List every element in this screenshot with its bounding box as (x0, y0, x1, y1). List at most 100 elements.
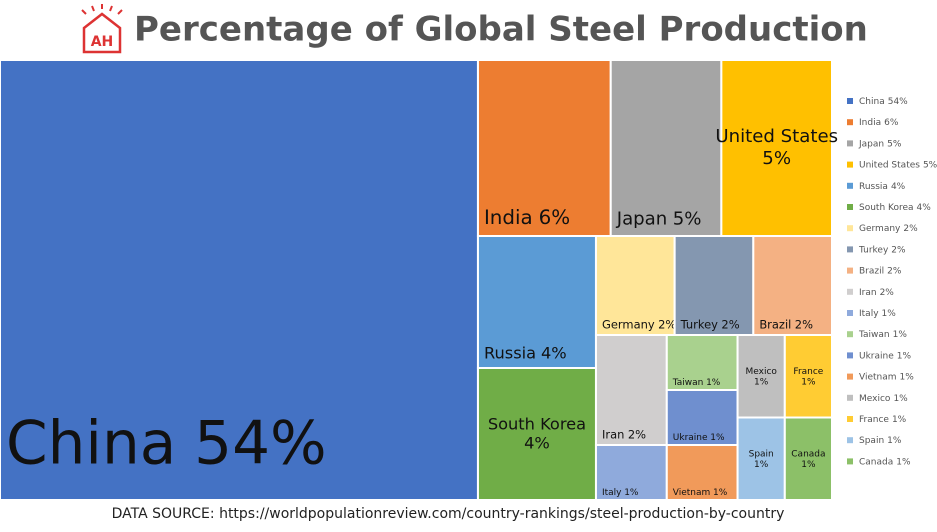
tile-name: France (793, 366, 823, 376)
tile-label: Taiwan 1% (672, 377, 721, 387)
legend-name: United States (859, 160, 920, 170)
legend-swatch (847, 310, 853, 316)
tile (594, 444, 668, 501)
legend-label: Germany 2% (859, 224, 918, 234)
legend-label: Taiwan 1% (858, 330, 907, 340)
tile-name: Spain (749, 449, 774, 459)
legend-label: Brazil 2% (859, 266, 902, 276)
legend-swatch (847, 225, 853, 232)
legend-value: 1% (892, 415, 907, 425)
legend-name: Vietnam (859, 372, 897, 382)
legend-value: 1% (900, 372, 915, 382)
tile-value: 1% (754, 460, 769, 470)
tile-value: 1% (713, 487, 728, 497)
tile-name: Mexico (745, 366, 777, 376)
tile-label: Iran 2% (602, 427, 646, 441)
legend-swatch (847, 182, 853, 189)
tile (0, 59, 479, 501)
legend-value: 2% (887, 266, 902, 276)
tile-name: Germany (602, 317, 655, 331)
legend-name: Mexico (859, 393, 891, 403)
tile-value: 5% (762, 148, 791, 169)
tile-label: France 1% (793, 366, 823, 387)
legend-swatch (847, 267, 853, 274)
legend-label: France 1% (859, 415, 907, 425)
tile-label: Spain 1% (749, 449, 774, 470)
tile-name: United States (715, 126, 838, 147)
legend-value: 1% (893, 330, 908, 340)
legend-swatch (847, 331, 853, 338)
legend-value: 1% (882, 309, 897, 319)
legend-swatch (847, 416, 853, 422)
legend-swatch (847, 437, 853, 444)
tile-value: 1% (624, 487, 639, 497)
logo: AH (81, 4, 123, 54)
tile-name: India (484, 206, 533, 229)
legend-value: 1% (893, 393, 908, 403)
legend-name: Iran (859, 287, 877, 297)
tile (673, 235, 755, 336)
legend-label: Vietnam 1% (859, 372, 914, 382)
tile-name: Canada (791, 449, 825, 459)
tile (736, 334, 786, 419)
tile-label: Vietnam 1% (673, 487, 728, 497)
legend-swatch (847, 98, 853, 104)
legend-swatch (847, 352, 853, 359)
legend-value: 54% (888, 97, 908, 107)
tile-name: Turkey (680, 317, 719, 331)
tile-label: Russia 4% (484, 343, 567, 362)
tile-name: Italy (602, 487, 622, 497)
legend-swatch (847, 458, 853, 465)
tile-value: 54% (194, 409, 327, 478)
tile-name: Iran (602, 427, 624, 441)
legend-name: Turkey (858, 245, 889, 255)
legend-value: 4% (917, 203, 932, 213)
tile-value: 1% (710, 432, 725, 442)
tile-label: United States 5% (715, 126, 838, 169)
tile-name: Japan (616, 209, 668, 230)
tile-name: Brazil (759, 317, 791, 331)
legend-name: China (859, 97, 885, 107)
legend-name: Spain (859, 436, 884, 446)
tile-value: 1% (706, 377, 721, 387)
legend-value: 4% (891, 181, 906, 191)
tile-value: 5% (673, 209, 702, 230)
legend-value: 1% (897, 351, 912, 361)
tile-value: 1% (801, 377, 816, 387)
legend-swatch (847, 246, 853, 253)
legend-label: Mexico 1% (859, 393, 908, 403)
legend-name: France (859, 415, 889, 425)
legend-label: China 54% (859, 97, 908, 107)
legend-name: India (859, 118, 881, 128)
legend-value: 5% (923, 160, 937, 170)
tile-value: 1% (754, 377, 769, 387)
legend-swatch (847, 288, 853, 295)
legend-label: Spain 1% (859, 436, 902, 446)
legend-swatch (847, 204, 853, 210)
tile-label: Mexico 1% (745, 366, 777, 387)
tile (736, 416, 786, 501)
legend-name: Germany (859, 224, 901, 234)
tile-value: 4% (541, 343, 567, 362)
legend-name: Brazil (859, 266, 884, 276)
tile-label: Germany 2% (602, 317, 676, 331)
legend-name: Canada (859, 457, 893, 467)
tile-name: Ukraine (673, 432, 708, 442)
legend-swatch (847, 140, 853, 147)
legend-swatch (847, 161, 853, 168)
tile (476, 367, 597, 501)
legend-label: South Korea 4% (859, 203, 931, 213)
legend-name: Russia (859, 181, 888, 191)
legend-label: Italy 1% (859, 309, 896, 319)
tile-label: Canada 1% (791, 449, 825, 470)
legend-value: 5% (887, 139, 902, 149)
legend-value: 2% (880, 287, 895, 297)
tile (783, 416, 833, 501)
tile-name: South Korea (488, 414, 586, 433)
tile-name: Vietnam (673, 487, 711, 497)
tile-value: 4% (524, 433, 550, 452)
legend-value: 1% (896, 457, 911, 467)
tile-label: China 54% (6, 409, 327, 478)
source-note: DATA SOURCE: https://worldpopulationrevi… (112, 506, 785, 522)
